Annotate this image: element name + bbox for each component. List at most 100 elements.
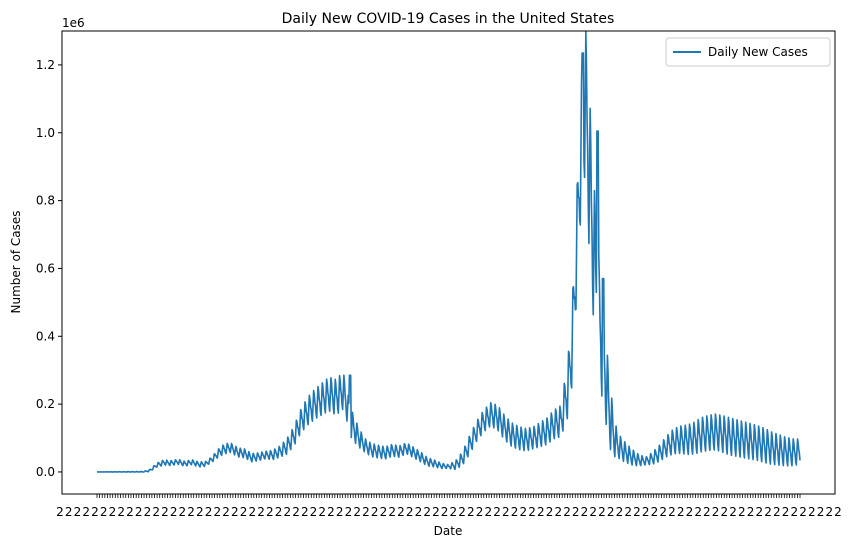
x-tick-label: 2: [511, 505, 519, 519]
y-axis-multiplier: 1e6: [62, 16, 85, 30]
x-tick-label: 2: [275, 505, 283, 519]
x-tick-label: 2: [353, 505, 361, 519]
x-tick-label: 2: [257, 505, 265, 519]
x-tick-label: 2: [485, 505, 493, 519]
x-tick-label: 2: [563, 505, 571, 519]
x-tick-label: 2: [589, 505, 597, 519]
x-tick-label: 2: [109, 505, 117, 519]
x-tick-label: 2: [572, 505, 580, 519]
x-tick-label: 2: [554, 505, 562, 519]
x-tick-label: 2: [205, 505, 213, 519]
x-tick-label: 2: [152, 505, 160, 519]
x-tick-label: 2: [318, 505, 326, 519]
x-tick-label: 2: [834, 505, 842, 519]
x-tick-label: 2: [56, 505, 64, 519]
x-tick-label: 2: [825, 505, 833, 519]
x-tick-label: 2: [651, 505, 659, 519]
x-tick-label: 2: [467, 505, 475, 519]
plot-frame: [61, 30, 836, 495]
series-line-daily-new-cases: [96, 30, 801, 473]
x-tick-label: 2: [817, 505, 825, 519]
x-tick-label: 2: [179, 505, 187, 519]
x-tick-label: 2: [380, 505, 388, 519]
x-tick-label: 2: [694, 505, 702, 519]
y-axis-title: Number of Cases: [9, 210, 23, 313]
x-tick-label: 2: [703, 505, 711, 519]
x-tick-label: 2: [135, 505, 143, 519]
x-tick-label: 2: [266, 505, 274, 519]
x-tick-label: 2: [799, 505, 807, 519]
x-tick-label: 2: [310, 505, 318, 519]
x-tick-label: 2: [441, 505, 449, 519]
x-tick-label: 2: [432, 505, 440, 519]
x-tick-label: 2: [240, 505, 248, 519]
x-tick-label: 2: [283, 505, 291, 519]
x-tick-label: 2: [782, 505, 790, 519]
x-tick-label: 2: [519, 505, 527, 519]
x-tick-label: 2: [100, 505, 108, 519]
x-tick-label: 2: [170, 505, 178, 519]
y-tick-label: 0.2: [36, 397, 55, 411]
x-tick-label: 2: [493, 505, 501, 519]
y-tick-label: 0.8: [36, 194, 55, 208]
x-tick-label: 2: [196, 505, 204, 519]
x-tick-label: 2: [336, 505, 344, 519]
x-tick-label: 2: [187, 505, 195, 519]
x-tick-label: 2: [581, 505, 589, 519]
x-tick-label: 2: [738, 505, 746, 519]
y-tick-label: 0.0: [36, 465, 55, 479]
x-tick-label: 2: [91, 505, 99, 519]
x-tick-label: 2: [607, 505, 615, 519]
x-tick-label: 2: [415, 505, 423, 519]
x-tick-label: 2: [808, 505, 816, 519]
x-tick-label: 2: [598, 505, 606, 519]
x-axis-title: Date: [434, 524, 463, 538]
x-tick-label: 2: [528, 505, 536, 519]
x-tick-label: 2: [686, 505, 694, 519]
legend: Daily New Cases: [665, 37, 831, 67]
x-tick-label: 2: [537, 505, 545, 519]
chart-title: Daily New COVID-19 Cases in the United S…: [282, 11, 615, 27]
plot-area: [96, 30, 801, 473]
x-tick-label: 2: [327, 505, 335, 519]
x-tick-label: 2: [117, 505, 125, 519]
x-tick-label: 2: [756, 505, 764, 519]
x-tick-label: 2: [423, 505, 431, 519]
x-tick-label: 2: [301, 505, 309, 519]
x-tick-label: 2: [292, 505, 300, 519]
x-tick-label: 2: [222, 505, 230, 519]
x-tick-label: 2: [345, 505, 353, 519]
x-tick-label: 2: [616, 505, 624, 519]
x-tick-label: 2: [659, 505, 667, 519]
x-tick-label: 2: [764, 505, 772, 519]
y-axis-ticks: 0.0 0.2 0.4 0.6 0.8 1.0 1.2: [36, 58, 62, 479]
x-tick-label: 2: [126, 505, 134, 519]
x-tick-label: 2: [362, 505, 370, 519]
x-tick-label: 2: [144, 505, 152, 519]
x-tick-label: 2: [214, 505, 222, 519]
y-tick-label: 1.2: [36, 58, 55, 72]
x-tick-label: 2: [397, 505, 405, 519]
x-tick-label: 2: [248, 505, 256, 519]
x-tick-label: 2: [161, 505, 169, 519]
x-tick-label: 2: [546, 505, 554, 519]
x-tick-label: 2: [721, 505, 729, 519]
x-tick-label: 2: [371, 505, 379, 519]
x-tick-label: 2: [406, 505, 414, 519]
x-tick-label: 2: [773, 505, 781, 519]
x-tick-label: 2: [476, 505, 484, 519]
x-tick-label: 2: [677, 505, 685, 519]
legend-label: Daily New Cases: [708, 45, 808, 59]
y-tick-label: 0.4: [36, 329, 55, 343]
y-tick-label: 0.6: [36, 261, 55, 275]
x-tick-label: 2: [231, 505, 239, 519]
x-tick-label: 2: [790, 505, 798, 519]
x-tick-label: 2: [458, 505, 466, 519]
x-tick-label: 2: [642, 505, 650, 519]
y-tick-label: 1.0: [36, 126, 55, 140]
legend-box: [665, 37, 831, 67]
x-tick-label: 2: [729, 505, 737, 519]
x-tick-label: 2: [712, 505, 720, 519]
x-tick-label: 2: [65, 505, 73, 519]
